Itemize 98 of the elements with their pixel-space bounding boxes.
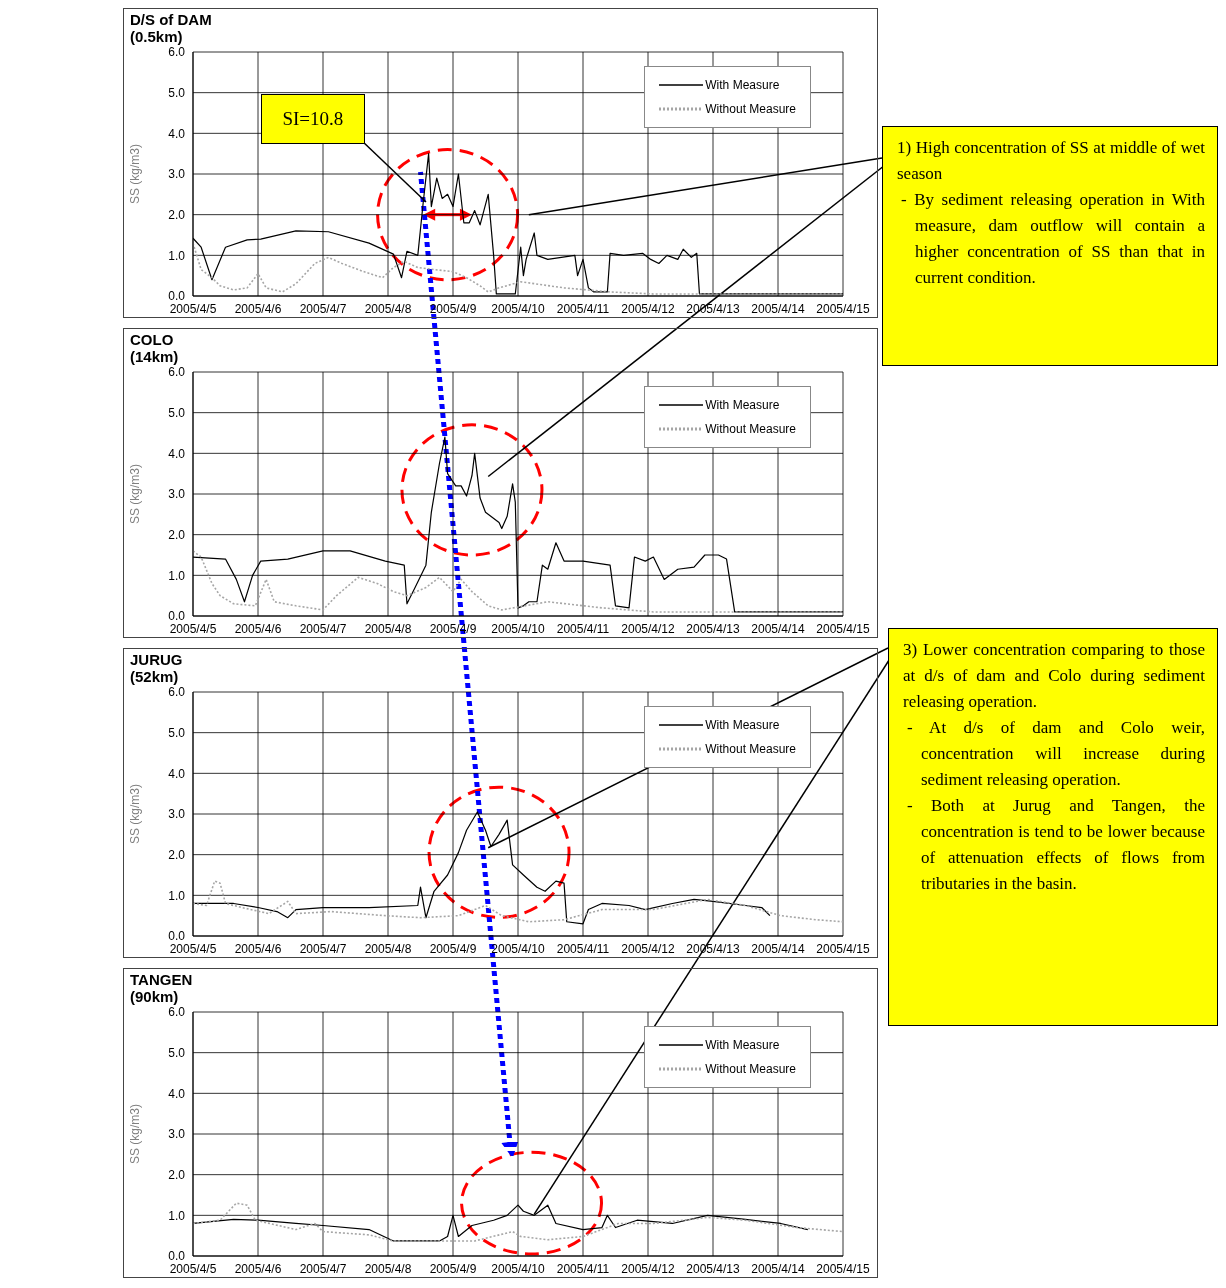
x-tick-label: 2005/4/15: [816, 301, 871, 316]
x-tick-label: 2005/4/6: [234, 941, 282, 956]
x-tick-label: 2005/4/14: [751, 621, 806, 636]
x-tick-label: 2005/4/5: [169, 1261, 217, 1276]
x-tick-label: 2005/4/8: [364, 621, 412, 636]
x-tick-label: 2005/4/9: [429, 1261, 477, 1276]
x-tick-label: 2005/4/15: [816, 621, 871, 636]
y-tick-label: 4.0: [168, 126, 186, 141]
y-tick-label: 0.0: [168, 1249, 186, 1264]
legend-label: With Measure: [705, 718, 780, 732]
y-tick-label: 6.0: [168, 685, 186, 700]
x-tick-label: 2005/4/12: [621, 301, 676, 316]
y-axis-title: SS (kg/m3): [128, 783, 143, 845]
chart-title: TANGEN: [130, 971, 193, 988]
x-tick-label: 2005/4/15: [816, 941, 871, 956]
x-tick-label: 2005/4/9: [429, 621, 477, 636]
x-tick-label: 2005/4/10: [491, 941, 546, 956]
legend-label: Without Measure: [705, 102, 796, 116]
y-tick-label: 2.0: [168, 527, 186, 542]
x-tick-label: 2005/4/10: [491, 1261, 546, 1276]
x-tick-label: 2005/4/11: [556, 941, 610, 956]
y-axis-title: SS (kg/m3): [128, 463, 143, 525]
text: 1) High concentration of SS at middle of wet season: [897, 137, 1205, 185]
y-tick-label: 6.0: [168, 1005, 186, 1020]
x-tick-label: 2005/4/13: [686, 1261, 741, 1276]
x-tick-label: 2005/4/12: [621, 621, 676, 636]
x-tick-label: 2005/4/5: [169, 941, 217, 956]
chart-title: D/S of DAM: [130, 11, 212, 28]
y-tick-label: 5.0: [168, 1045, 186, 1060]
y-tick-label: 2.0: [168, 1167, 186, 1182]
line-series: [193, 550, 843, 613]
chart-subtitle: (52km): [130, 668, 179, 685]
x-tick-label: 2005/4/5: [169, 621, 217, 636]
y-axis-title: SS (kg/m3): [128, 1103, 143, 1165]
x-tick-label: 2005/4/15: [816, 1261, 871, 1276]
x-tick-label: 2005/4/10: [491, 621, 546, 636]
y-tick-label: 0.0: [168, 289, 186, 304]
chart-subtitle: (0.5km): [130, 28, 183, 45]
x-tick-label: 2005/4/9: [429, 301, 477, 316]
x-tick-label: 2005/4/8: [364, 941, 412, 956]
x-tick-label: 2005/4/14: [751, 1261, 806, 1276]
annotation: SI=10.8: [260, 94, 365, 145]
text: 3) Lower concentration comparing to those at d/s of dam and Colo during sediment releasing operation.: [903, 639, 1205, 713]
y-tick-label: 5.0: [168, 725, 186, 740]
text: - Both at Jurug and Tangen, the concentration is tend to be lower because of attenuation effects of flows from tributaries in the basin.: [906, 795, 1205, 895]
y-tick-label: 1.0: [168, 888, 186, 903]
legend-label: Without Measure: [705, 422, 796, 436]
y-tick-label: 3.0: [168, 487, 186, 502]
y-tick-label: 2.0: [168, 847, 186, 862]
y-tick-label: 3.0: [168, 167, 186, 182]
x-tick-label: 2005/4/12: [621, 1261, 676, 1276]
y-tick-label: 0.0: [168, 609, 186, 624]
y-tick-label: 3.0: [168, 807, 186, 822]
y-tick-label: 1.0: [168, 1208, 186, 1223]
x-tick-label: 2005/4/8: [364, 301, 412, 316]
x-tick-label: 2005/4/5: [169, 301, 217, 316]
x-tick-label: 2005/4/8: [364, 1261, 412, 1276]
y-tick-label: 4.0: [168, 1086, 186, 1101]
x-tick-label: 2005/4/11: [556, 1261, 610, 1276]
y-tick-label: 0.0: [168, 929, 186, 944]
x-tick-label: 2005/4/7: [299, 301, 347, 316]
x-tick-label: 2005/4/13: [686, 621, 741, 636]
y-tick-label: 1.0: [168, 568, 186, 583]
x-tick-label: 2005/4/14: [751, 941, 806, 956]
y-tick-label: 4.0: [168, 766, 186, 781]
y-axis-title: SS (kg/m3): [128, 143, 143, 205]
x-tick-label: 2005/4/10: [491, 301, 546, 316]
legend-label: Without Measure: [705, 1062, 796, 1076]
x-tick-label: 2005/4/7: [299, 941, 347, 956]
x-tick-label: 2005/4/6: [234, 1261, 282, 1276]
chart-subtitle: (90km): [130, 988, 179, 1005]
chart-title: JURUG: [130, 651, 183, 668]
x-tick-label: 2005/4/7: [299, 621, 347, 636]
x-tick-label: 2005/4/9: [429, 941, 477, 956]
text: - By sediment releasing operation in With measure, dam outflow will contain a higher concentration of SS than that in current condition.: [900, 189, 1205, 289]
legend-label: Without Measure: [705, 742, 796, 756]
x-tick-label: 2005/4/14: [751, 301, 806, 316]
chart-title: COLO: [130, 331, 174, 348]
text: - At d/s of dam and Colo weir, concentration will increase during sediment releasing operation.: [906, 717, 1205, 791]
x-tick-label: 2005/4/7: [299, 1261, 347, 1276]
y-tick-label: 3.0: [168, 1127, 186, 1142]
y-tick-label: 4.0: [168, 446, 186, 461]
y-tick-label: 5.0: [168, 85, 186, 100]
x-tick-label: 2005/4/6: [234, 621, 282, 636]
legend-label: With Measure: [705, 78, 780, 92]
legend-label: With Measure: [705, 398, 780, 412]
line-series: [193, 880, 843, 923]
legend-label: With Measure: [705, 1038, 780, 1052]
y-tick-label: 2.0: [168, 207, 186, 222]
x-tick-label: 2005/4/11: [556, 621, 610, 636]
x-tick-label: 2005/4/11: [556, 301, 610, 316]
y-tick-label: 5.0: [168, 405, 186, 420]
x-tick-label: 2005/4/12: [621, 941, 676, 956]
chart-subtitle: (14km): [130, 348, 179, 365]
y-tick-label: 1.0: [168, 248, 186, 263]
y-tick-label: 6.0: [168, 45, 186, 60]
y-tick-label: 6.0: [168, 365, 186, 380]
x-tick-label: 2005/4/6: [234, 301, 282, 316]
